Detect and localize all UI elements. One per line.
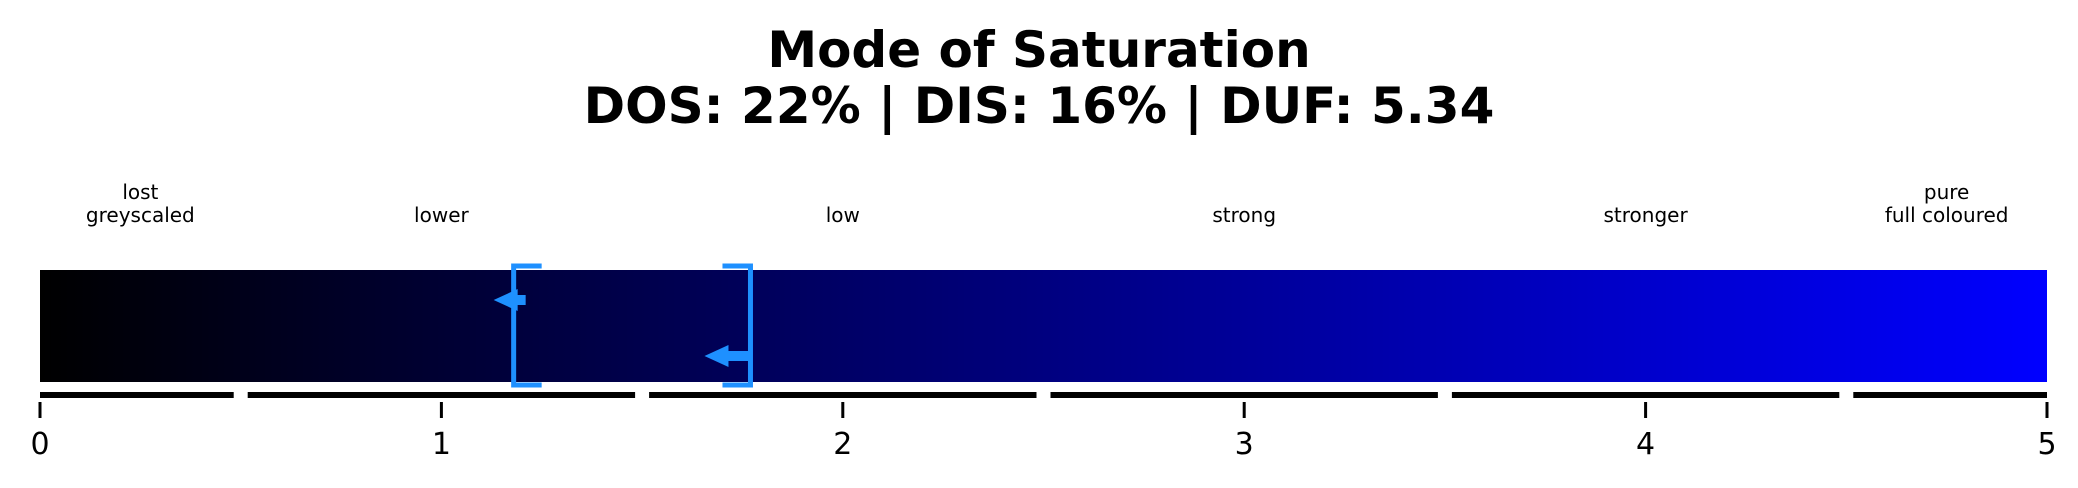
segment-label: lower — [414, 203, 469, 227]
chart-title: Mode of Saturation DOS: 22% | DIS: 16% |… — [0, 22, 2078, 134]
marker-bracket — [511, 263, 542, 388]
segment-label: stronger — [1604, 203, 1689, 227]
axis-tick-label: 3 — [1235, 427, 1254, 462]
segment-label: low — [826, 203, 860, 227]
axis-tick-label: 4 — [1636, 427, 1655, 462]
marker-bracket — [722, 263, 753, 388]
segment-label: strong — [1212, 203, 1276, 227]
range-marker — [493, 263, 542, 388]
marker-arrow — [493, 289, 526, 311]
axis-ticks: 0 1 2 3 4 5 — [30, 402, 2057, 462]
chart-title-line-1: Mode of Saturation — [767, 21, 1311, 79]
chart-title-line-2: DOS: 22% | DIS: 16% | DUF: 5.34 — [583, 77, 1495, 135]
marker-arrow — [704, 345, 751, 367]
segment-label: full coloured — [1885, 203, 2009, 227]
axis-tick-label: 1 — [432, 427, 451, 462]
segment-label: greyscaled — [86, 203, 195, 227]
range-marker — [704, 263, 753, 388]
segment-label: pure — [1924, 180, 1969, 204]
segment-label: lost — [122, 180, 158, 204]
axis-tick-label: 0 — [30, 427, 49, 462]
range-markers — [493, 263, 753, 388]
saturation-gradient-bar — [40, 270, 2047, 382]
axis-tick-label: 5 — [2037, 427, 2056, 462]
axis-tick-label: 2 — [833, 427, 852, 462]
